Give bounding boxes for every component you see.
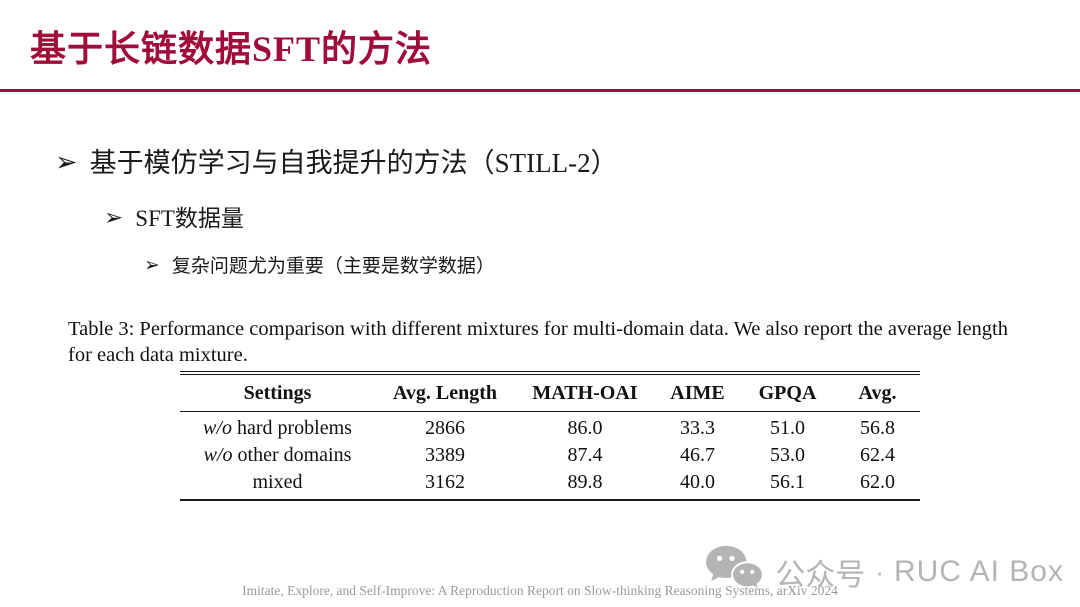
table-row: w/o hard problems 2866 86.0 33.3 51.0 56… <box>180 412 920 443</box>
watermark: 公众号 · RUC AI Box <box>703 543 1064 601</box>
cell-avg: 56.8 <box>860 417 895 439</box>
cell-setting-rest: mixed <box>252 471 303 493</box>
header-avg-length: Avg. Length <box>375 373 515 412</box>
cell-aime: 33.3 <box>680 417 715 439</box>
header-gpqa: GPQA <box>740 373 835 412</box>
cell-setting: w/o hard problems <box>180 412 375 443</box>
cell-aime: 46.7 <box>680 444 715 466</box>
bullet-text: 基于模仿学习与自我提升的方法（STILL-2） <box>89 148 618 178</box>
cell-setting: w/o other domains <box>180 442 375 469</box>
arrow-bullet-icon: ➢ <box>104 205 124 230</box>
table-row: mixed 3162 89.8 40.0 56.1 62.0 <box>180 469 920 500</box>
bullet-item-sft-data: ➢ SFT数据量 <box>104 199 244 233</box>
cell-avg-length: 3162 <box>425 471 465 493</box>
wechat-icon <box>703 543 765 601</box>
results-table: Settings Avg. Length MATH-OAI AIME GPQA … <box>180 371 920 501</box>
cell-avg: 62.4 <box>860 444 895 466</box>
cell-setting: mixed <box>180 469 375 500</box>
arrow-bullet-icon: ➢ <box>144 255 160 276</box>
bullet-text: 复杂问题尤为重要（主要是数学数据） <box>171 256 495 277</box>
cell-avg-length: 3389 <box>425 444 465 466</box>
arrow-bullet-icon: ➢ <box>55 147 78 177</box>
cell-setting-italic: w/o <box>203 417 232 439</box>
cell-avg: 62.0 <box>860 471 895 493</box>
table-header-row: Settings Avg. Length MATH-OAI AIME GPQA … <box>180 373 920 412</box>
cell-setting-rest: other domains <box>232 444 352 466</box>
table-caption: Table 3: Performance comparison with dif… <box>68 318 1008 367</box>
table-row: w/o other domains 3389 87.4 46.7 53.0 62… <box>180 442 920 469</box>
header-math-oai: MATH-OAI <box>515 373 655 412</box>
header-aime: AIME <box>655 373 740 412</box>
bullet-item-still2: ➢ 基于模仿学习与自我提升的方法（STILL-2） <box>55 141 618 180</box>
cell-math-oai: 86.0 <box>567 417 603 439</box>
bullet-item-complex-problems: ➢ 复杂问题尤为重要（主要是数学数据） <box>144 251 495 278</box>
cell-aime: 40.0 <box>680 471 715 493</box>
watermark-separator: · <box>875 556 884 587</box>
cell-gpqa: 53.0 <box>770 444 805 466</box>
cell-setting-italic: w/o <box>203 444 233 466</box>
cell-gpqa: 56.1 <box>770 471 805 493</box>
footer-citation: Imitate, Explore, and Self-Improve: A Re… <box>242 583 838 598</box>
header-settings: Settings <box>180 373 375 412</box>
page-title: 基于长链数据SFT的方法 <box>30 29 433 69</box>
cell-math-oai: 89.8 <box>567 471 603 493</box>
title-underline-rule <box>0 89 1080 92</box>
cell-math-oai: 87.4 <box>567 444 603 466</box>
cell-setting-rest: hard problems <box>231 417 352 439</box>
watermark-label: 公众号 <box>775 559 866 592</box>
header-avg: Avg. <box>835 373 920 412</box>
bullet-text: SFT数据量 <box>135 206 244 231</box>
cell-gpqa: 51.0 <box>770 417 805 439</box>
cell-avg-length: 2866 <box>425 417 465 439</box>
watermark-brand: RUC AI Box <box>893 555 1064 588</box>
